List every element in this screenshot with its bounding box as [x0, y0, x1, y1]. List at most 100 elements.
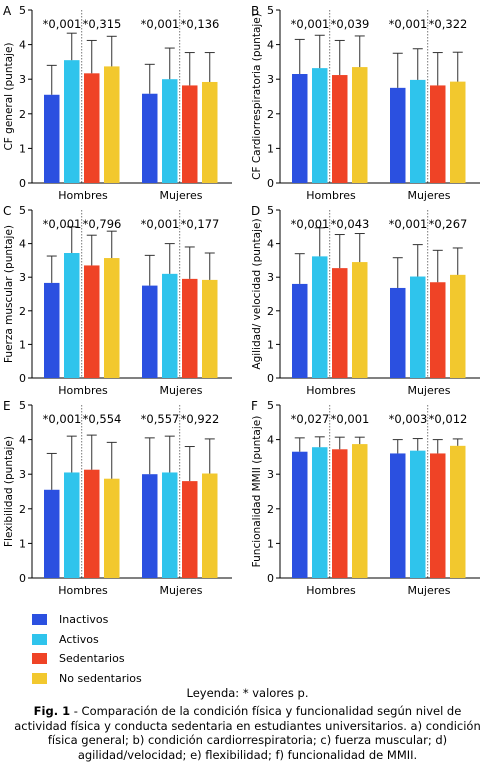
- legend-item-inactivos: Inactivos: [32, 610, 142, 630]
- p-value-label-c: *0,796: [83, 217, 122, 231]
- y-tick-label-d: 0: [267, 372, 274, 385]
- bar-e: [182, 481, 198, 578]
- caption-text: - Comparación de la condición física y f…: [14, 704, 481, 762]
- y-tick-label-f: 5: [267, 399, 274, 412]
- legend-item-no-sedentarios: No sedentarios: [32, 669, 142, 689]
- legend-swatch-activos: [32, 633, 47, 645]
- bar-b: [430, 85, 446, 183]
- y-tick-label-c: 2: [19, 305, 26, 318]
- caption-label: Fig. 1: [33, 704, 71, 718]
- panel-letter-b: B: [251, 4, 259, 18]
- y-tick-label-e: 4: [19, 434, 26, 447]
- bar-f: [410, 450, 426, 578]
- bar-d: [292, 283, 308, 378]
- x-tick-label-a: Mujeres: [159, 189, 202, 202]
- panel-letter-f: F: [251, 399, 258, 413]
- p-value-label-c: *0,177: [181, 217, 220, 231]
- bar-f: [332, 449, 348, 578]
- panel-letter-d: D: [251, 204, 260, 218]
- bar-b: [410, 79, 426, 183]
- y-tick-label-d: 3: [267, 271, 274, 284]
- legend: Inactivos Activos Sedentarios No sedenta…: [32, 610, 142, 688]
- y-tick-label-a: 3: [19, 73, 26, 86]
- bar-f: [292, 451, 308, 578]
- legend-label-activos: Activos: [59, 632, 99, 646]
- y-tick-label-e: 5: [19, 399, 26, 412]
- x-tick-label-c: Hombres: [58, 384, 108, 397]
- bar-e: [142, 474, 158, 578]
- figure-caption: Fig. 1 - Comparación de la condición fís…: [6, 704, 489, 762]
- bar-a: [104, 66, 120, 183]
- y-tick-label-f: 4: [267, 434, 274, 447]
- legend-item-sedentarios: Sedentarios: [32, 649, 142, 669]
- p-value-label-f: *0,001: [331, 412, 370, 426]
- bar-c: [104, 258, 120, 378]
- bar-d: [410, 276, 426, 378]
- legend-label-sedentarios: Sedentarios: [59, 652, 125, 666]
- p-value-label-f: *0,003: [389, 412, 428, 426]
- panel-letter-a: A: [3, 4, 12, 18]
- y-axis-label-d: Agilidad/ velocidad (puntaje): [251, 218, 263, 369]
- bar-c: [202, 279, 218, 378]
- legend-swatch-inactivos: [32, 614, 47, 626]
- bar-b: [292, 74, 308, 183]
- p-value-label-a: *0,136: [181, 17, 220, 31]
- bar-d: [312, 256, 328, 378]
- bar-b: [312, 68, 328, 183]
- y-axis-label-e: Flexibilidad (puntaje): [3, 436, 15, 547]
- y-axis-label-c: Fuerza muscular (puntaje): [3, 225, 15, 363]
- y-tick-label-a: 0: [19, 177, 26, 190]
- bar-c: [44, 282, 60, 378]
- bar-e: [64, 472, 80, 578]
- p-value-label-b: *0,001: [389, 17, 428, 31]
- y-tick-label-b: 2: [267, 108, 274, 121]
- y-tick-label-d: 4: [267, 238, 274, 251]
- p-value-label-b: *0,039: [331, 17, 370, 31]
- bar-b: [390, 87, 406, 183]
- y-tick-label-e: 1: [19, 537, 26, 550]
- p-value-label-b: *0,322: [429, 17, 468, 31]
- y-axis-label-f: Funcionalidad MMII (puntaje): [251, 416, 263, 568]
- bar-f: [450, 445, 466, 578]
- y-tick-label-f: 2: [267, 503, 274, 516]
- p-value-label-c: *0,001: [141, 217, 180, 231]
- y-axis-label-b: CF Cardiorrespiratoria (puntaje): [251, 13, 263, 180]
- bar-d: [430, 282, 446, 378]
- bar-f: [430, 453, 446, 578]
- y-tick-label-e: 3: [19, 468, 26, 481]
- p-value-label-c: *0,001: [43, 217, 82, 231]
- bar-e: [44, 489, 60, 578]
- p-value-label-d: *0,001: [389, 217, 428, 231]
- bar-a: [64, 60, 80, 183]
- y-tick-label-b: 1: [267, 142, 274, 155]
- y-tick-label-a: 4: [19, 39, 26, 52]
- x-tick-label-d: Mujeres: [407, 384, 450, 397]
- bar-b: [332, 75, 348, 183]
- y-tick-label-d: 2: [267, 305, 274, 318]
- bar-d: [450, 274, 466, 378]
- y-tick-label-c: 1: [19, 338, 26, 351]
- bar-b: [352, 67, 368, 183]
- y-tick-label-f: 3: [267, 468, 274, 481]
- legend-item-activos: Activos: [32, 630, 142, 650]
- y-tick-label-b: 3: [267, 73, 274, 86]
- legend-label-no-sedentarios: No sedentarios: [59, 671, 142, 685]
- bar-a: [182, 85, 198, 183]
- y-tick-label-c: 4: [19, 238, 26, 251]
- p-value-label-d: *0,043: [331, 217, 370, 231]
- x-tick-label-a: Hombres: [58, 189, 108, 202]
- bar-c: [64, 253, 80, 378]
- x-tick-label-c: Mujeres: [159, 384, 202, 397]
- bar-d: [390, 287, 406, 378]
- bar-f: [390, 453, 406, 578]
- p-value-label-a: *0,315: [83, 17, 122, 31]
- x-tick-label-b: Mujeres: [407, 189, 450, 202]
- y-tick-label-b: 5: [267, 4, 274, 17]
- legend-swatch-sedentarios: [32, 653, 47, 665]
- y-tick-label-e: 0: [19, 572, 26, 585]
- p-value-label-b: *0,001: [291, 17, 330, 31]
- y-tick-label-a: 2: [19, 108, 26, 121]
- y-tick-label-a: 1: [19, 142, 26, 155]
- bar-c: [182, 278, 198, 378]
- x-tick-label-e: Hombres: [58, 584, 108, 597]
